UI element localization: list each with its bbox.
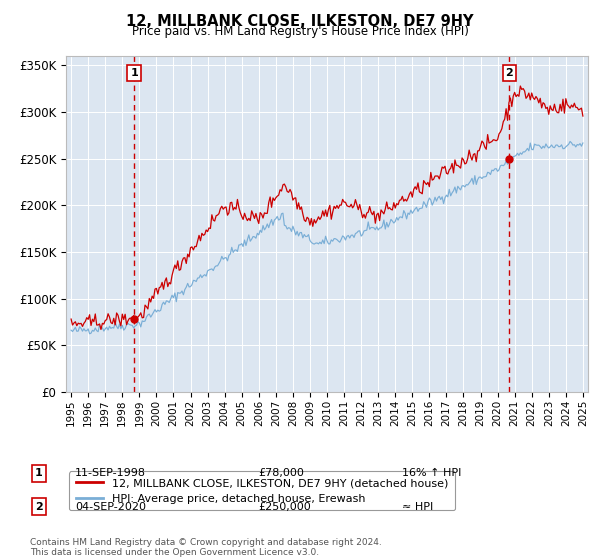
Text: Contains HM Land Registry data © Crown copyright and database right 2024.
This d: Contains HM Land Registry data © Crown c… bbox=[30, 538, 382, 557]
Text: 1: 1 bbox=[35, 468, 43, 478]
Text: 11-SEP-1998: 11-SEP-1998 bbox=[75, 468, 146, 478]
Text: ≈ HPI: ≈ HPI bbox=[402, 502, 433, 512]
Text: £78,000: £78,000 bbox=[258, 468, 304, 478]
Text: 12, MILLBANK CLOSE, ILKESTON, DE7 9HY: 12, MILLBANK CLOSE, ILKESTON, DE7 9HY bbox=[126, 14, 474, 29]
Text: Price paid vs. HM Land Registry's House Price Index (HPI): Price paid vs. HM Land Registry's House … bbox=[131, 25, 469, 38]
Text: 2: 2 bbox=[505, 68, 513, 78]
Text: 1: 1 bbox=[130, 68, 138, 78]
Legend: 12, MILLBANK CLOSE, ILKESTON, DE7 9HY (detached house), HPI: Average price, deta: 12, MILLBANK CLOSE, ILKESTON, DE7 9HY (d… bbox=[69, 472, 455, 510]
Text: £250,000: £250,000 bbox=[258, 502, 311, 512]
Text: 04-SEP-2020: 04-SEP-2020 bbox=[75, 502, 146, 512]
Text: 2: 2 bbox=[35, 502, 43, 512]
Text: 16% ↑ HPI: 16% ↑ HPI bbox=[402, 468, 461, 478]
